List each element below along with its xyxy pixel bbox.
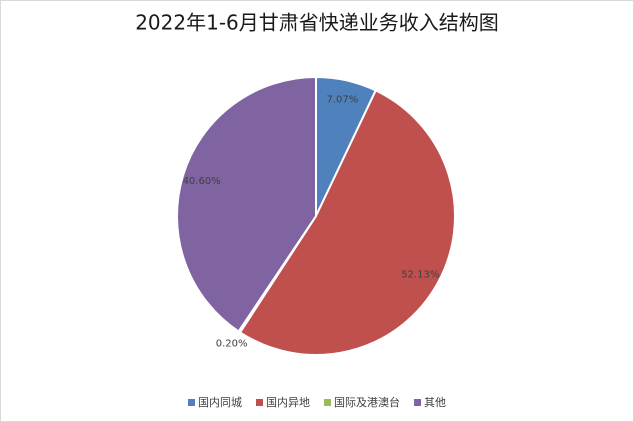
data-label: 7.07%	[326, 94, 358, 105]
legend-label: 其他	[424, 396, 446, 409]
chart-title: 2022年1-6月甘肃省快递业务收入结构图	[135, 11, 499, 35]
legend-swatch	[414, 399, 421, 406]
pie-slice	[176, 75, 317, 333]
legend-swatch	[256, 399, 263, 406]
data-label: 52.13%	[401, 269, 439, 280]
legend-swatch	[188, 399, 195, 406]
pie-slice	[238, 89, 456, 356]
data-label: 0.20%	[216, 339, 248, 350]
legend-label: 国内同城	[198, 395, 242, 409]
legend-label: 国际及港澳台	[334, 395, 400, 409]
data-label: 40.60%	[183, 176, 221, 187]
legend-label: 国内异地	[266, 395, 310, 409]
legend-swatch	[324, 399, 331, 406]
